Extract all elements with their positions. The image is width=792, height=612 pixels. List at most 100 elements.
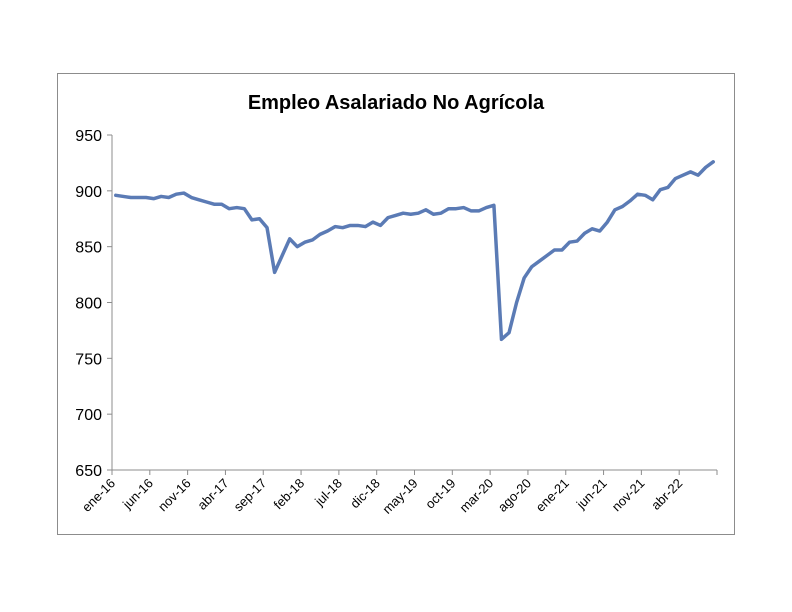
- x-tick-label: ene-21: [533, 476, 572, 515]
- data-point: [296, 245, 299, 248]
- x-tick-label: feb-18: [271, 476, 308, 513]
- data-point: [666, 186, 670, 189]
- data-point: [591, 227, 594, 230]
- data-point: [659, 188, 662, 191]
- data-point: [485, 206, 488, 209]
- data-point: [250, 218, 254, 222]
- x-axis-ticks: ene-16 jun-16 nov-16 abr-17 sep-17 feb-18 jul-…: [79, 470, 718, 517]
- data-point: [545, 254, 549, 257]
- data-point: [424, 208, 428, 212]
- data-point: [492, 204, 496, 207]
- y-tick-label: 950: [75, 128, 102, 145]
- data-point: [704, 166, 707, 169]
- data-point: [568, 241, 571, 244]
- chart-title: Empleo Asalariado No Agrícola: [248, 92, 545, 114]
- x-tick-label: may-19: [379, 476, 420, 517]
- x-tick-label: ago-20: [495, 476, 534, 515]
- data-point: [417, 211, 420, 215]
- data-point: [681, 174, 685, 177]
- data-point: [167, 196, 170, 199]
- data-point: [152, 197, 155, 200]
- x-tick-label: abr-17: [194, 476, 231, 513]
- data-point: [583, 232, 586, 235]
- data-point: [129, 196, 133, 199]
- data-point: [674, 177, 677, 180]
- data-point: [114, 194, 117, 197]
- data-point: [651, 198, 654, 201]
- series-line-empleo: [114, 160, 715, 342]
- y-tick-label: 900: [75, 184, 102, 201]
- data-point: [333, 225, 337, 228]
- data-point: [144, 196, 148, 199]
- x-tick-label: ene-16: [79, 476, 118, 515]
- data-point: [606, 220, 609, 224]
- x-tick-label: jun-21: [573, 476, 610, 513]
- data-point: [500, 338, 503, 341]
- data-point: [515, 301, 518, 304]
- data-point: [522, 276, 526, 280]
- data-point: [265, 226, 269, 229]
- data-point: [462, 206, 465, 209]
- data-point: [122, 195, 125, 198]
- data-point: [280, 254, 284, 257]
- y-tick-label: 800: [75, 296, 102, 313]
- x-tick-label: jun-16: [119, 476, 156, 513]
- x-tick-label: abr-22: [648, 476, 685, 513]
- y-tick-label: 750: [75, 351, 102, 368]
- data-point: [243, 207, 246, 210]
- data-point: [636, 192, 639, 196]
- data-point: [288, 237, 291, 241]
- data-point: [439, 211, 443, 215]
- data-point: [371, 220, 375, 224]
- data-point: [454, 207, 458, 210]
- data-point: [205, 200, 208, 204]
- data-point: [409, 213, 412, 216]
- data-point: [190, 196, 193, 199]
- y-tick-label: 850: [75, 240, 102, 257]
- data-point: [394, 214, 397, 217]
- data-point: [538, 259, 541, 263]
- data-point: [447, 207, 450, 210]
- x-tick-label: jul-18: [311, 476, 345, 510]
- data-point: [318, 233, 322, 236]
- data-point: [432, 213, 435, 216]
- line-chart: Empleo Asalariado No Agrícola 950 900 850 8…: [75, 92, 718, 517]
- data-point: [137, 196, 140, 199]
- data-point: [356, 224, 359, 227]
- axes: [111, 135, 717, 471]
- data-point: [628, 199, 632, 203]
- data-point: [182, 191, 186, 195]
- data-point: [258, 217, 261, 220]
- data-point: [273, 271, 276, 274]
- data-point: [220, 203, 223, 206]
- data-point: [311, 238, 314, 242]
- data-point: [621, 205, 624, 208]
- data-point: [349, 224, 352, 227]
- data-point: [341, 226, 344, 229]
- data-point: [175, 192, 178, 196]
- data-point: [364, 225, 367, 228]
- data-point: [712, 160, 715, 163]
- data-point: [530, 265, 533, 268]
- data-point: [197, 198, 201, 201]
- data-point: [643, 194, 647, 197]
- data-point: [470, 209, 473, 213]
- data-point: [401, 211, 405, 215]
- data-point: [379, 224, 382, 227]
- data-point: [228, 207, 231, 210]
- x-tick-label: oct-19: [422, 476, 458, 512]
- data-point: [386, 216, 390, 219]
- data-point: [159, 195, 163, 198]
- data-point: [553, 248, 556, 252]
- data-point: [560, 248, 564, 252]
- data-point: [598, 229, 601, 233]
- data-point: [507, 331, 511, 334]
- data-point: [689, 170, 692, 174]
- y-tick-label: 650: [75, 463, 102, 480]
- x-tick-label: dic-18: [347, 476, 383, 512]
- data-point: [303, 241, 307, 244]
- y-axis-ticks: 950 900 850 800 750 700 650: [75, 128, 112, 480]
- data-point: [613, 208, 617, 212]
- x-tick-label: mar-20: [457, 476, 497, 516]
- series-points: [114, 160, 715, 341]
